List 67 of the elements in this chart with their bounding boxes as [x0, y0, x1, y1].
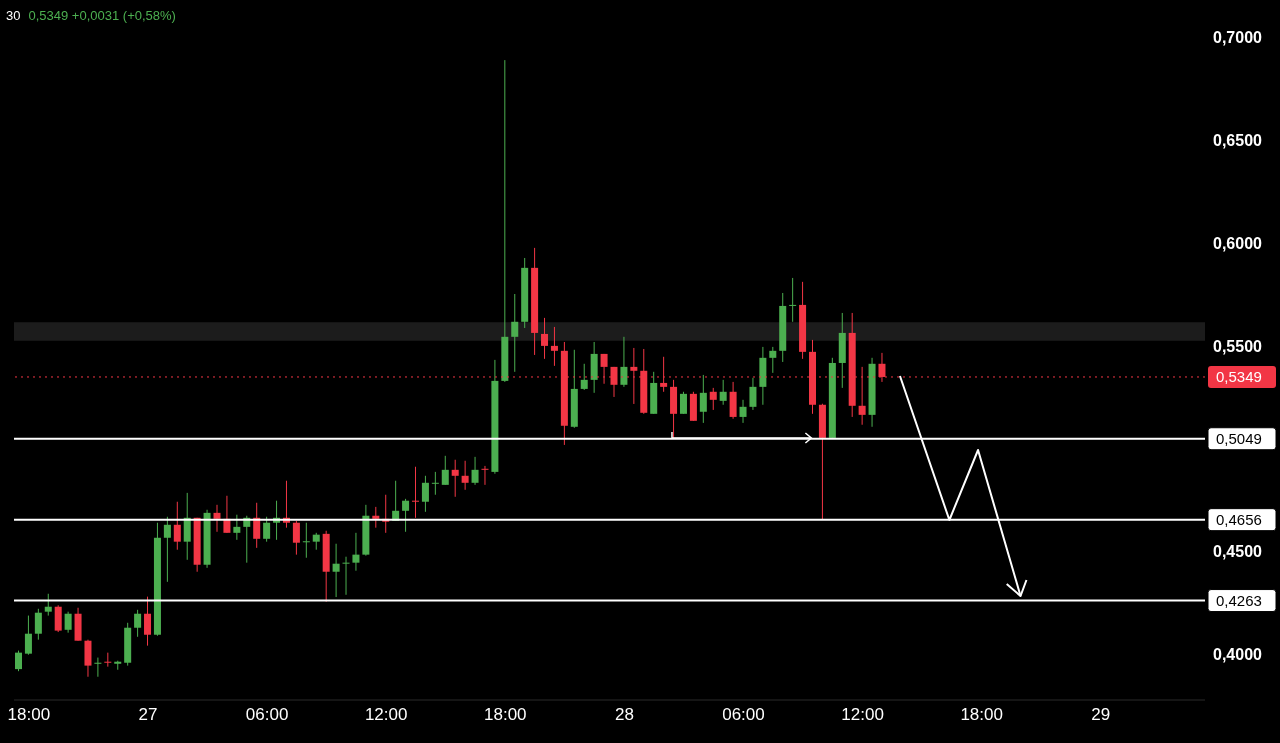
- x-tick-label: 06:00: [722, 705, 765, 725]
- candlestick: [104, 652, 112, 668]
- text: 0,5349 +0,0031 (+0,58%): [28, 8, 176, 23]
- candlestick: [431, 471, 439, 496]
- candlestick: [144, 596, 152, 647]
- x-tick-label: 28: [614, 705, 634, 725]
- x-tick-label: 27: [138, 705, 158, 725]
- candlestick: [749, 377, 757, 411]
- candlestick: [94, 657, 102, 678]
- candlestick: [263, 516, 271, 543]
- candlestick: [54, 604, 62, 633]
- candlestick: [699, 374, 707, 424]
- candlestick: [173, 501, 181, 551]
- y-tick-label: 0,6500: [1213, 131, 1263, 149]
- y-tick-label: 0,7000: [1213, 28, 1263, 46]
- y-tick-label: 0,4500: [1213, 543, 1263, 561]
- candlestick: [709, 387, 717, 411]
- candlestick: [372, 506, 380, 529]
- x-tick-label: 12:00: [841, 705, 884, 725]
- candlestick: [461, 460, 469, 491]
- candlestick: [64, 611, 72, 634]
- candlestick: [134, 609, 142, 638]
- candlestick: [441, 455, 449, 486]
- candlestick: [302, 522, 310, 559]
- x-tick-label: 29: [1091, 705, 1111, 725]
- candlestick: [412, 466, 419, 519]
- candlestick: [34, 608, 42, 641]
- candlestick: [620, 336, 628, 388]
- candlestick: [580, 363, 588, 391]
- candlestick: [739, 399, 747, 424]
- candlestick: [402, 498, 410, 533]
- candlestick: [332, 543, 340, 598]
- ref-line-label: 0,4656: [1216, 510, 1262, 528]
- candlestick: [421, 475, 429, 513]
- x-tick-label: 12:00: [364, 705, 408, 725]
- candlestick: [451, 459, 459, 498]
- ref-line-label: 0,5349: [1216, 367, 1262, 385]
- ref-line-label: 0,5049: [1216, 429, 1262, 447]
- candlestick: [213, 504, 221, 533]
- y-tick-label: 0,6000: [1213, 234, 1263, 252]
- candlestick: [253, 502, 261, 549]
- candlestick: [44, 593, 52, 617]
- y-tick-label: 0,4000: [1213, 646, 1263, 664]
- candlestick: [679, 391, 687, 415]
- candlestick: [481, 465, 489, 486]
- candlestick: [292, 520, 300, 556]
- candlestick: [541, 317, 549, 360]
- candlestick: [342, 556, 350, 596]
- x-tick-label: 06:00: [245, 705, 289, 725]
- x-tick-label: 18:00: [484, 705, 527, 725]
- x-tick-label: 18:00: [960, 705, 1003, 725]
- candlestick: [471, 456, 479, 486]
- candlestick: [769, 346, 777, 374]
- y-tick-label: 0,5500: [1213, 337, 1263, 355]
- candlestick: [233, 514, 241, 541]
- candlestick: [24, 615, 32, 656]
- candlestick: [511, 293, 519, 373]
- candlestick: [15, 650, 22, 672]
- x-tick-label: 18:00: [7, 705, 51, 725]
- ref-line-label: 0,4263: [1216, 591, 1262, 609]
- text: 30: [6, 8, 21, 23]
- candlestick: [352, 532, 360, 572]
- candlestick: [183, 492, 191, 561]
- candlestick: [550, 326, 558, 367]
- candlestick: [719, 379, 727, 406]
- candlestick: [789, 277, 797, 323]
- candlestick: [163, 516, 171, 583]
